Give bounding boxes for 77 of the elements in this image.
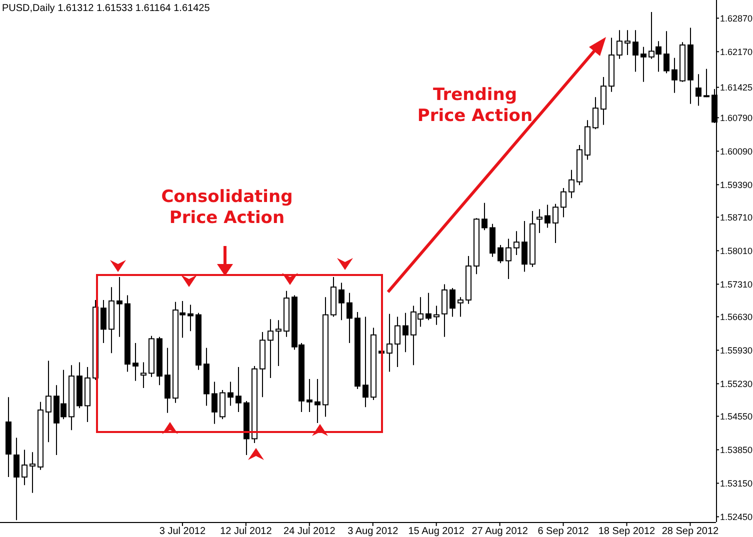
candlestick xyxy=(624,30,630,56)
annotation: Trending Price Action xyxy=(417,85,533,126)
candlestick xyxy=(696,74,702,106)
candlestick xyxy=(140,362,146,389)
candlestick xyxy=(522,220,528,272)
candlestick xyxy=(338,282,344,321)
x-tick-label: 3 Aug 2012 xyxy=(348,526,399,537)
candlestick xyxy=(188,304,194,332)
candlestick xyxy=(514,230,520,256)
candlestick xyxy=(434,305,440,326)
chart-title: PUSD,Daily 1.61312 1.61533 1.61164 1.61425 xyxy=(2,3,210,14)
candlestick xyxy=(498,244,504,264)
candlestick xyxy=(458,296,464,318)
y-tick-label: 1.61425 xyxy=(720,82,753,92)
y-tick-label: 1.62870 xyxy=(720,13,753,24)
candlestick xyxy=(394,316,400,368)
candlestick xyxy=(616,30,622,60)
x-tick-label: 15 Aug 2012 xyxy=(408,526,465,537)
x-tick-label: 18 Sep 2012 xyxy=(598,526,656,537)
candlestick xyxy=(536,208,542,234)
x-tick-label: 24 Jul 2012 xyxy=(284,526,336,537)
y-tick-label: 1.57310 xyxy=(720,279,753,290)
y-tick-label: 1.58010 xyxy=(720,246,753,256)
candlestick xyxy=(14,437,20,521)
candlestick xyxy=(640,46,646,82)
candlestick xyxy=(664,30,670,74)
candlestick xyxy=(268,318,274,378)
candlestick xyxy=(212,381,218,424)
candlestick xyxy=(116,276,122,338)
candlestick xyxy=(426,292,432,321)
candlestick xyxy=(346,292,352,344)
y-tick-label: 1.60090 xyxy=(720,146,753,156)
candlestick xyxy=(228,381,234,406)
candlestick xyxy=(276,320,282,367)
y-tick-label: 1.60790 xyxy=(720,112,753,123)
candlestick xyxy=(672,57,678,94)
y-tick-label: 1.56630 xyxy=(720,312,753,322)
y-tick-label: 1.52450 xyxy=(720,512,753,522)
candlestick xyxy=(22,449,28,486)
candlestick xyxy=(132,342,138,382)
candlestick xyxy=(402,312,408,353)
candlestick xyxy=(306,378,312,412)
candlestick xyxy=(100,299,106,344)
candlestick xyxy=(236,366,242,412)
y-tick-label: 1.55930 xyxy=(720,345,753,356)
candlestick xyxy=(164,347,170,414)
candlestick xyxy=(386,313,392,372)
candlestick xyxy=(442,284,448,338)
x-tick-label: 6 Sep 2012 xyxy=(538,526,590,537)
candlestick xyxy=(482,202,488,231)
candlestick xyxy=(314,378,320,424)
candlestick xyxy=(568,169,574,199)
candlestick xyxy=(592,96,598,130)
candlestick xyxy=(30,452,36,494)
candlestick xyxy=(552,203,558,244)
y-tick-label: 1.59390 xyxy=(720,180,753,190)
candlestick xyxy=(362,316,368,408)
x-tick-label: 27 Aug 2012 xyxy=(472,526,528,537)
candlestick xyxy=(46,360,52,443)
candlestick xyxy=(560,188,566,218)
y-tick-label: 1.55230 xyxy=(720,378,753,389)
y-tick-label: 1.58710 xyxy=(720,212,753,222)
candlestick xyxy=(220,389,226,420)
y-tick-label: 1.54550 xyxy=(720,411,753,422)
candlestick xyxy=(544,204,550,228)
y-tick-label: 1.53150 xyxy=(720,478,753,488)
candlestick xyxy=(506,238,512,280)
annotation: Consolidating Price Action xyxy=(161,187,293,228)
x-tick-label: 28 Sep 2012 xyxy=(662,526,720,537)
candlestick xyxy=(632,30,638,72)
y-tick-label: 1.53850 xyxy=(720,444,753,455)
candlestick xyxy=(450,288,456,318)
x-tick-label: 3 Jul 2012 xyxy=(159,526,206,537)
candlestick xyxy=(704,68,710,98)
x-tick-label: 12 Jul 2012 xyxy=(220,526,272,537)
y-tick-label: 1.62170 xyxy=(720,46,753,57)
candlestick xyxy=(600,76,606,126)
